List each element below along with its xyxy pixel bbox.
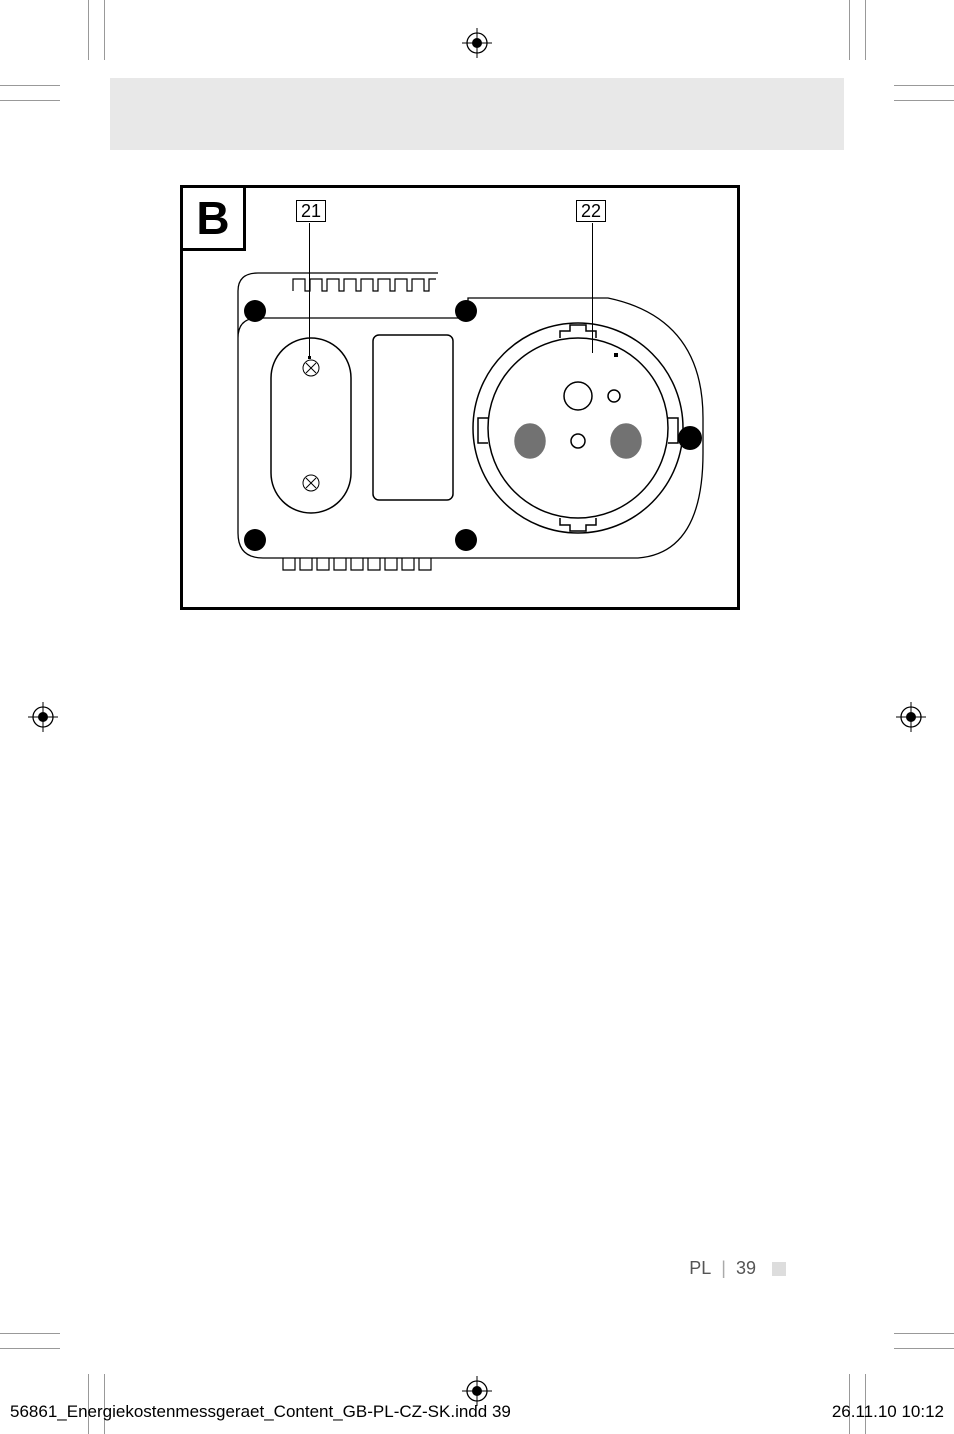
callout-21: 21 <box>296 200 326 222</box>
footer-lang: PL <box>689 1258 711 1279</box>
callout-22-text: 22 <box>581 201 601 221</box>
imprint-file: 56861_Energiekostenmessgeraet_Content_GB… <box>10 1402 511 1422</box>
callout-21-text: 21 <box>301 201 321 221</box>
footer-square <box>772 1262 786 1276</box>
diagram-panel-b: B 21 22 <box>180 185 740 610</box>
header-band <box>110 78 844 150</box>
footer-page-number: 39 <box>736 1258 756 1279</box>
panel-label-box: B <box>180 185 246 251</box>
callout-22: 22 <box>576 200 606 222</box>
imprint-line: 56861_Energiekostenmessgeraet_Content_GB… <box>0 1402 954 1422</box>
panel-label-text: B <box>196 191 229 245</box>
imprint-date: 26.11.10 10:12 <box>832 1402 944 1422</box>
socket-device-diagram <box>208 263 718 593</box>
page-footer: PL | 39 <box>689 1258 786 1279</box>
registration-mark-right <box>896 702 926 732</box>
registration-mark-top <box>462 28 492 58</box>
registration-mark-left <box>28 702 58 732</box>
footer-divider: | <box>721 1258 726 1279</box>
